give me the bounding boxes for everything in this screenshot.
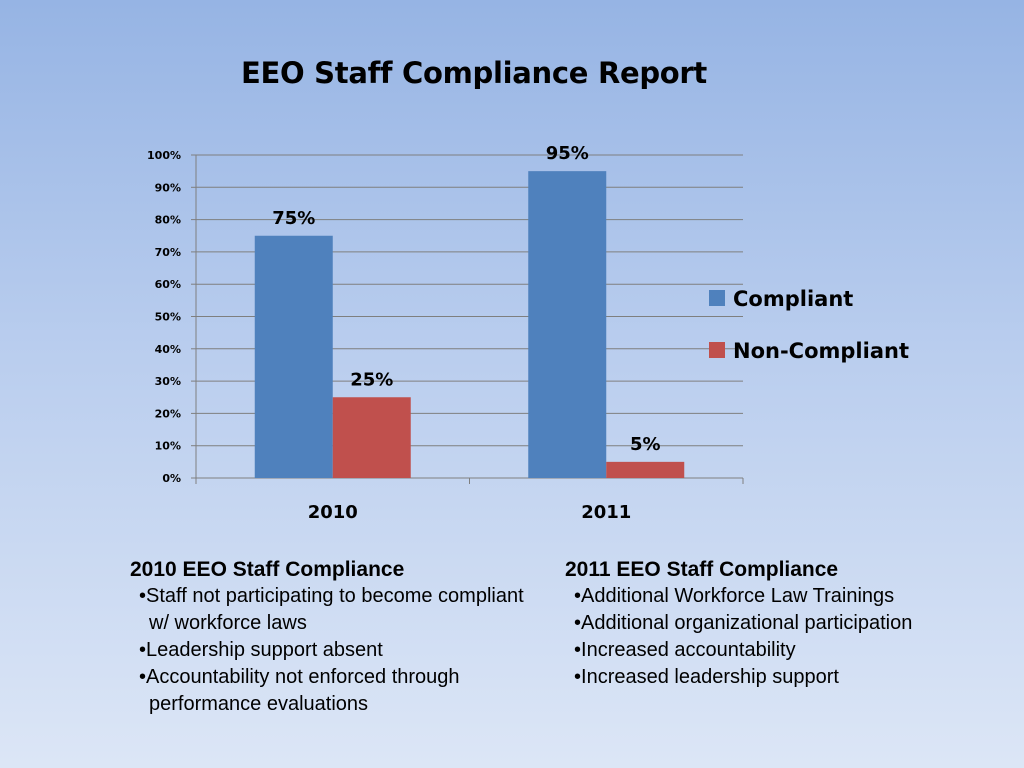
data-label: 95% [546,143,589,164]
notes-2011-item: Additional Workforce Law Trainings [565,583,995,610]
x-category-label: 2011 [581,502,631,523]
legend-label: Non-Compliant [733,339,909,363]
notes-2011-item: Increased accountability [565,637,995,664]
notes-2011-item: Increased leadership support [565,664,995,691]
y-tick-label: 30% [155,375,181,388]
y-tick-label: 80% [155,214,181,227]
data-label: 5% [630,434,661,455]
notes-2011-heading: 2011 EEO Staff Compliance [565,558,839,581]
notes-2010-item: Staff not participating to become compli… [130,583,530,637]
legend-label: Compliant [733,287,853,311]
legend-swatch [709,342,725,358]
bar-chart: 0% 10% 20% 30% 40% 50% 60% 70% 80% 90% 100% 75% 25% 2… [147,143,909,523]
slide-title: EEO Staff Compliance Report [241,56,707,90]
y-tick-label: 0% [162,472,181,485]
bar [528,171,607,478]
notes-2010-item: Leadership support absent [130,637,530,664]
y-tick-label: 10% [155,440,181,453]
data-label: 75% [272,208,315,229]
notes-2010-item: Accountability not enforced through perf… [130,664,530,718]
notes-2010-list: Staff not participating to become compli… [130,583,530,718]
bar [254,235,333,478]
y-tick-label: 40% [155,343,181,356]
y-tick-label: 100% [147,149,181,162]
y-tick-label: 70% [155,246,181,259]
bar [332,397,411,478]
notes-2010-heading: 2010 EEO Staff Compliance [130,558,405,581]
notes-2011-list: Additional Workforce Law Trainings Addit… [565,583,995,691]
x-category-label: 2010 [308,502,358,523]
y-tick-label: 90% [155,181,181,194]
y-tick-label: 20% [155,407,181,420]
legend-swatch [709,290,725,306]
bar [606,461,685,478]
notes-2010: 2010 EEO Staff Compliance Staff not part… [130,556,530,718]
y-tick-label: 60% [155,278,181,291]
notes-2011-item: Additional organizational participation [565,610,995,637]
y-tick-label: 50% [155,311,181,324]
notes-2011: 2011 EEO Staff Compliance Additional Wor… [565,556,995,691]
data-label: 25% [350,369,393,390]
